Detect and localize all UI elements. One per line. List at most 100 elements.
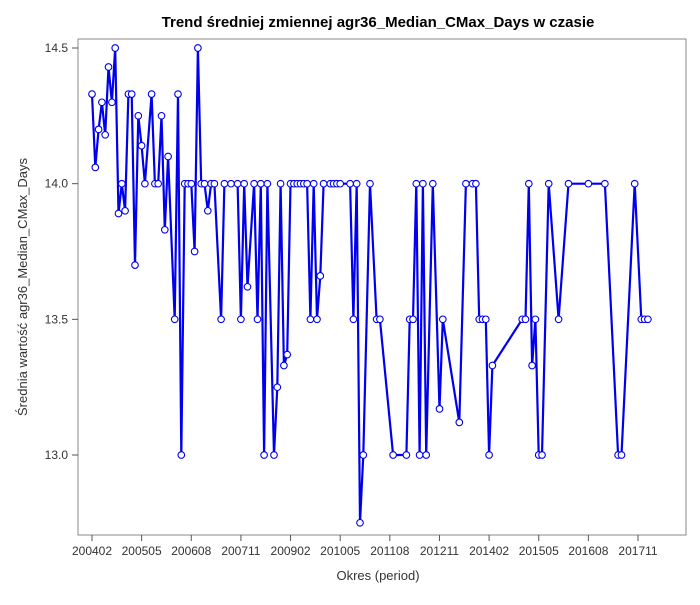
data-point-marker (127, 90, 136, 98)
data-point-marker (121, 206, 129, 215)
x-tick-label: 200608 (171, 544, 211, 558)
data-point-marker (147, 90, 156, 98)
y-axis: 13.0 13.5 14.0 14.5 (45, 41, 78, 462)
data-point-marker (455, 418, 464, 427)
data-point-marker (194, 44, 202, 52)
data-point-marker (419, 179, 427, 188)
data-point-marker (280, 361, 288, 370)
data-point-marker (174, 90, 182, 98)
data-point-marker (309, 179, 318, 188)
y-tick-label: 13.5 (45, 312, 69, 326)
data-point-marker (524, 179, 533, 188)
data-point-marker (389, 451, 397, 459)
data-point-marker (141, 179, 149, 188)
data-point-marker (237, 315, 245, 324)
data-point-marker (319, 179, 328, 188)
data-point-marker (220, 179, 229, 188)
data-point-marker (240, 179, 249, 188)
data-point-marker (131, 261, 139, 269)
chart-title: Trend średniej zmiennej agr36_Median_CMa… (162, 14, 595, 31)
data-point-marker (260, 451, 268, 459)
data-point-marker (227, 179, 235, 188)
data-point-marker (88, 90, 96, 98)
data-point-marker (160, 225, 169, 234)
y-tick-label: 14.0 (45, 177, 69, 191)
x-tick-label: 200711 (221, 544, 260, 558)
data-point-marker (170, 315, 179, 324)
data-point-marker (210, 179, 219, 188)
data-point-marker (108, 98, 116, 107)
data-point-marker (200, 179, 209, 188)
data-point-marker (349, 315, 358, 324)
data-point-marker (488, 361, 497, 370)
x-axis-title: Okres (period) (336, 568, 419, 583)
y-axis-title: Średnia wartość agr36_Median_CMax_Days (15, 158, 30, 416)
series-layer (88, 44, 652, 527)
x-tick-label: 200902 (271, 544, 311, 558)
data-point-marker (644, 315, 652, 324)
data-point-marker (276, 179, 285, 188)
data-point-marker (352, 179, 361, 188)
data-point-marker (303, 179, 311, 188)
data-point-marker (94, 125, 103, 134)
data-point-marker (617, 451, 626, 459)
data-point-marker (376, 315, 384, 324)
data-point-marker (485, 451, 493, 459)
x-tick-label: 201108 (370, 544, 409, 558)
data-point-marker (336, 179, 345, 188)
x-tick-label: 201608 (568, 544, 608, 558)
data-point-marker (137, 141, 146, 150)
data-point-marker (316, 272, 325, 280)
data-point-marker (270, 451, 278, 459)
data-point-marker (521, 315, 530, 324)
data-point-marker (273, 383, 282, 392)
data-point-marker (428, 179, 437, 188)
data-point-marker (243, 282, 252, 291)
data-point-marker (117, 179, 126, 188)
data-point-marker (256, 179, 265, 188)
data-point-marker (359, 451, 368, 459)
data-point-marker (98, 98, 106, 107)
data-point-marker (409, 315, 417, 324)
data-point-marker (91, 163, 100, 172)
data-point-marker (233, 179, 242, 188)
data-point-marker (415, 451, 424, 459)
data-point-marker (134, 111, 143, 120)
data-point-marker (250, 179, 258, 188)
data-point-marker (402, 451, 411, 459)
data-point-marker (412, 179, 421, 188)
data-point-marker (203, 206, 212, 215)
data-point-marker (528, 361, 536, 370)
data-point-marker (313, 315, 321, 324)
data-point-marker (438, 315, 447, 324)
data-point-marker (164, 152, 172, 161)
data-point-marker (472, 179, 480, 188)
data-point-marker (101, 130, 110, 139)
y-tick-label: 14.5 (45, 41, 69, 55)
y-tick-label: 13.0 (45, 448, 69, 462)
data-point-marker (531, 315, 540, 324)
data-point-marker (366, 179, 374, 188)
data-point-marker (601, 179, 609, 188)
x-tick-label: 200505 (122, 544, 162, 558)
data-point-marker (157, 111, 166, 120)
x-tick-label: 201402 (469, 544, 509, 558)
x-tick-label: 201005 (320, 544, 360, 558)
data-point-marker (177, 451, 186, 459)
data-point-marker (253, 315, 262, 324)
data-point-marker (111, 44, 120, 52)
data-point-marker (114, 209, 123, 218)
data-point-marker (356, 518, 364, 527)
data-point-marker (630, 179, 639, 188)
data-point-marker (154, 179, 163, 188)
x-tick-label: 201211 (420, 544, 459, 558)
data-point-marker (187, 179, 196, 188)
data-point-marker (554, 315, 563, 324)
data-point-marker (263, 179, 272, 188)
data-point-marker (544, 179, 553, 188)
data-point-marker (481, 315, 490, 324)
x-tick-label: 201711 (618, 544, 657, 558)
x-tick-label: 200402 (72, 544, 112, 558)
